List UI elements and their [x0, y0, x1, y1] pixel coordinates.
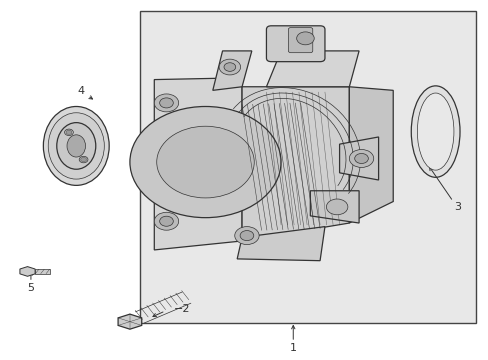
Circle shape — [219, 59, 240, 75]
Bar — [140, 12, 475, 323]
Polygon shape — [212, 51, 251, 90]
Circle shape — [224, 63, 235, 71]
Ellipse shape — [64, 129, 73, 135]
Polygon shape — [266, 51, 358, 87]
Ellipse shape — [57, 123, 96, 169]
Circle shape — [234, 226, 259, 244]
Circle shape — [354, 153, 367, 163]
Circle shape — [240, 230, 253, 240]
Text: 4: 4 — [78, 86, 84, 96]
Bar — [35, 269, 50, 274]
Polygon shape — [154, 78, 242, 250]
Circle shape — [157, 126, 254, 198]
Ellipse shape — [416, 93, 453, 170]
Ellipse shape — [48, 113, 104, 179]
Polygon shape — [348, 87, 392, 223]
Polygon shape — [118, 314, 142, 329]
Text: 3: 3 — [454, 202, 461, 212]
Circle shape — [81, 157, 86, 162]
Polygon shape — [237, 226, 325, 261]
Circle shape — [154, 212, 178, 230]
FancyBboxPatch shape — [266, 26, 325, 62]
Polygon shape — [339, 137, 378, 180]
Ellipse shape — [67, 135, 85, 157]
Circle shape — [326, 199, 347, 215]
Polygon shape — [310, 191, 358, 223]
Circle shape — [159, 98, 173, 108]
Circle shape — [154, 94, 178, 112]
Circle shape — [348, 149, 373, 167]
Ellipse shape — [79, 156, 88, 163]
Text: 1: 1 — [289, 343, 296, 353]
Circle shape — [66, 130, 72, 134]
Circle shape — [130, 107, 281, 218]
Text: 5: 5 — [27, 283, 34, 293]
Text: −2: −2 — [173, 304, 190, 314]
Ellipse shape — [43, 107, 109, 185]
Circle shape — [159, 216, 173, 226]
Circle shape — [296, 32, 314, 45]
Polygon shape — [242, 87, 348, 241]
Polygon shape — [20, 267, 35, 276]
FancyBboxPatch shape — [288, 28, 312, 53]
Ellipse shape — [410, 86, 459, 177]
